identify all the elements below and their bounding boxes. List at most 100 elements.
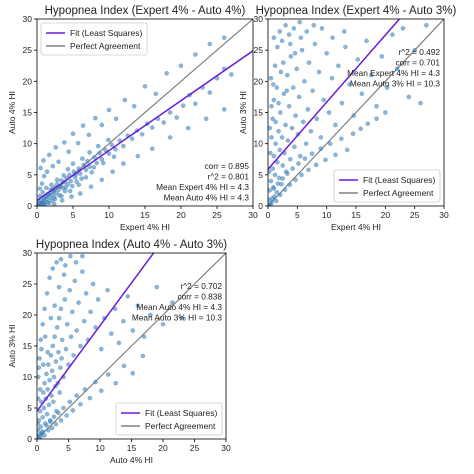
stats-line: Mean Expert 4% HI = 4.3 — [347, 68, 440, 78]
data-point — [111, 154, 117, 160]
y-tick-label: 0 — [258, 201, 263, 211]
data-point — [45, 387, 51, 392]
stats-line: r^2 = 0.801 — [208, 172, 250, 182]
x-tick-label: 20 — [176, 210, 186, 220]
data-point — [309, 151, 315, 156]
chart-panel-2: Hypopnea Index (Expert 4% - Auto 3%) 0 5 10… — [238, 5, 457, 232]
chart-title: Hypopnea Index (Auto 4% - Auto 3%) — [36, 239, 227, 251]
data-point — [61, 272, 67, 278]
data-point — [383, 110, 388, 115]
data-point — [287, 41, 293, 47]
data-point — [161, 120, 167, 125]
data-point — [294, 66, 300, 72]
data-point — [306, 60, 312, 65]
x-tick-label: 10 — [322, 210, 332, 220]
chart-panel-1: Hypopnea Index (Expert 4% - Auto 4%) 0 5 10… — [7, 5, 258, 232]
x-tick-label: 30 — [439, 210, 449, 220]
data-point — [75, 140, 81, 146]
data-point — [83, 167, 89, 173]
data-point — [121, 363, 127, 369]
data-point — [149, 125, 155, 130]
data-point — [41, 201, 47, 206]
x-tick-label: 5 — [295, 210, 300, 220]
fit-line — [37, 253, 155, 412]
data-point — [141, 334, 147, 340]
data-point — [74, 328, 79, 333]
y-tick-label: 0 — [27, 434, 32, 444]
data-point — [135, 153, 141, 159]
y-tick-label: 15 — [23, 108, 33, 118]
data-point — [37, 365, 42, 370]
data-point — [293, 177, 298, 183]
data-point — [53, 421, 59, 427]
data-point — [40, 414, 45, 420]
data-point — [99, 177, 105, 183]
data-point — [167, 135, 173, 140]
data-point — [289, 125, 295, 131]
data-point — [394, 66, 400, 72]
perfect-agreement-line — [37, 253, 226, 439]
data-point — [164, 70, 169, 76]
data-point — [57, 390, 62, 395]
data-point — [355, 57, 361, 62]
data-point — [67, 287, 73, 293]
data-point — [44, 290, 50, 296]
data-point — [64, 413, 69, 418]
data-point — [293, 113, 298, 118]
data-point — [271, 97, 277, 103]
data-point — [142, 84, 148, 89]
x-tick-label: 20 — [158, 443, 168, 453]
data-point — [47, 275, 52, 281]
data-point — [65, 181, 71, 187]
data-point — [46, 362, 51, 367]
data-point — [279, 38, 285, 44]
data-point — [368, 72, 374, 78]
data-point — [290, 85, 296, 90]
data-point — [62, 188, 68, 194]
data-point — [278, 192, 283, 198]
data-point — [95, 143, 101, 149]
data-point — [106, 107, 112, 113]
data-point — [87, 150, 92, 155]
stats-line: corr = 0.701 — [395, 58, 440, 68]
data-point — [358, 126, 363, 132]
data-point — [63, 184, 69, 190]
data-point — [73, 259, 79, 265]
data-point — [312, 41, 318, 47]
data-point — [305, 107, 311, 112]
data-point — [359, 91, 365, 97]
data-point — [58, 306, 64, 312]
data-point — [77, 191, 83, 196]
data-point — [302, 156, 308, 161]
data-point — [61, 405, 66, 411]
data-point — [93, 115, 98, 121]
data-point — [276, 100, 281, 106]
data-point — [281, 91, 287, 97]
data-point — [83, 290, 89, 296]
data-point — [63, 263, 68, 268]
data-point — [296, 161, 301, 166]
data-point — [418, 100, 423, 106]
data-point — [40, 321, 45, 327]
data-point — [268, 188, 273, 193]
data-point — [268, 75, 274, 81]
legend: Fit (Least Squares) Perfect Agreement — [115, 402, 223, 436]
data-point — [278, 69, 284, 75]
data-point — [63, 346, 69, 352]
x-tick-label: 30 — [221, 443, 231, 453]
data-point — [268, 169, 272, 175]
data-point — [290, 166, 295, 171]
data-point — [56, 315, 62, 321]
x-axis-label: Auto 4% HI — [110, 455, 153, 465]
data-point — [59, 198, 65, 203]
data-point — [341, 29, 347, 34]
data-point — [273, 141, 278, 146]
data-point — [148, 312, 153, 318]
data-point — [116, 340, 122, 346]
data-point — [37, 427, 41, 432]
data-point — [54, 259, 59, 265]
data-point — [178, 63, 184, 69]
